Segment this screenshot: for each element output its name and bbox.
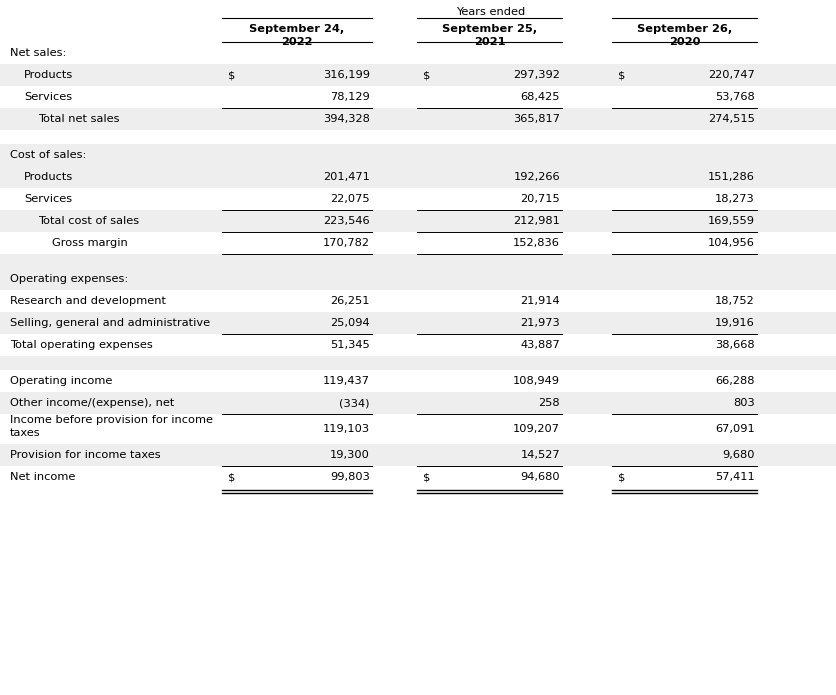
Text: (334): (334): [339, 398, 370, 408]
Text: 201,471: 201,471: [324, 172, 370, 182]
Text: September 25,
2021: September 25, 2021: [442, 24, 538, 47]
Text: 66,288: 66,288: [716, 376, 755, 386]
Text: Years ended: Years ended: [456, 7, 526, 17]
Text: 119,103: 119,103: [323, 424, 370, 434]
Text: 25,094: 25,094: [330, 318, 370, 328]
Bar: [0, 268, 836, 290]
Text: 19,300: 19,300: [330, 450, 370, 460]
Bar: [0, 108, 836, 130]
Text: 94,680: 94,680: [520, 472, 560, 482]
Bar: [0, 356, 836, 370]
Text: 99,803: 99,803: [330, 472, 370, 482]
Text: 68,425: 68,425: [521, 92, 560, 102]
Text: $: $: [228, 472, 236, 482]
Text: 51,345: 51,345: [330, 340, 370, 350]
Text: Services: Services: [24, 92, 72, 102]
Text: 394,328: 394,328: [324, 114, 370, 124]
Text: 67,091: 67,091: [716, 424, 755, 434]
Text: Cost of sales:: Cost of sales:: [10, 150, 86, 160]
Text: 316,199: 316,199: [323, 70, 370, 80]
Text: 18,273: 18,273: [716, 194, 755, 204]
Bar: [0, 210, 836, 232]
Text: 43,887: 43,887: [520, 340, 560, 350]
Text: Other income/(expense), net: Other income/(expense), net: [10, 398, 175, 408]
Text: 14,527: 14,527: [520, 450, 560, 460]
Bar: [0, 64, 836, 86]
Text: 170,782: 170,782: [323, 238, 370, 248]
Text: Operating expenses:: Operating expenses:: [10, 274, 128, 284]
Text: Selling, general and administrative: Selling, general and administrative: [10, 318, 210, 328]
Text: Income before provision for income
taxes: Income before provision for income taxes: [10, 415, 213, 438]
Text: Total operating expenses: Total operating expenses: [10, 340, 153, 350]
Text: 38,668: 38,668: [716, 340, 755, 350]
Text: 20,715: 20,715: [520, 194, 560, 204]
Text: 151,286: 151,286: [708, 172, 755, 182]
Text: Services: Services: [24, 194, 72, 204]
Text: 803: 803: [733, 398, 755, 408]
Text: $: $: [228, 70, 236, 80]
Text: Operating income: Operating income: [10, 376, 112, 386]
Bar: [0, 254, 836, 268]
Bar: [0, 144, 836, 166]
Text: $: $: [423, 70, 431, 80]
Bar: [0, 444, 836, 466]
Text: 223,546: 223,546: [324, 216, 370, 226]
Text: 108,949: 108,949: [513, 376, 560, 386]
Text: 169,559: 169,559: [708, 216, 755, 226]
Text: 22,075: 22,075: [330, 194, 370, 204]
Text: 21,973: 21,973: [520, 318, 560, 328]
Text: 104,956: 104,956: [708, 238, 755, 248]
Text: Net sales:: Net sales:: [10, 48, 66, 58]
Text: 258: 258: [538, 398, 560, 408]
Text: Products: Products: [24, 172, 74, 182]
Text: 119,437: 119,437: [323, 376, 370, 386]
Text: 192,266: 192,266: [513, 172, 560, 182]
Text: 78,129: 78,129: [330, 92, 370, 102]
Bar: [0, 392, 836, 414]
Text: Net income: Net income: [10, 472, 75, 482]
Text: 21,914: 21,914: [520, 296, 560, 306]
Text: Total net sales: Total net sales: [38, 114, 120, 124]
Text: Research and development: Research and development: [10, 296, 166, 306]
Text: 9,680: 9,680: [722, 450, 755, 460]
Text: 365,817: 365,817: [513, 114, 560, 124]
Text: September 24,
2022: September 24, 2022: [249, 24, 344, 47]
Text: 152,836: 152,836: [513, 238, 560, 248]
Bar: [0, 166, 836, 188]
Text: 26,251: 26,251: [330, 296, 370, 306]
Text: 19,916: 19,916: [716, 318, 755, 328]
Text: 220,747: 220,747: [708, 70, 755, 80]
Text: 212,981: 212,981: [513, 216, 560, 226]
Text: 109,207: 109,207: [513, 424, 560, 434]
Text: $: $: [618, 472, 625, 482]
Text: 274,515: 274,515: [708, 114, 755, 124]
Text: 18,752: 18,752: [716, 296, 755, 306]
Text: 57,411: 57,411: [716, 472, 755, 482]
Text: Gross margin: Gross margin: [52, 238, 128, 248]
Text: Products: Products: [24, 70, 74, 80]
Text: Provision for income taxes: Provision for income taxes: [10, 450, 161, 460]
Bar: [0, 312, 836, 334]
Text: 53,768: 53,768: [716, 92, 755, 102]
Text: 297,392: 297,392: [513, 70, 560, 80]
Text: $: $: [423, 472, 431, 482]
Text: $: $: [618, 70, 625, 80]
Text: Total cost of sales: Total cost of sales: [38, 216, 139, 226]
Text: September 26,
2020: September 26, 2020: [637, 24, 732, 47]
